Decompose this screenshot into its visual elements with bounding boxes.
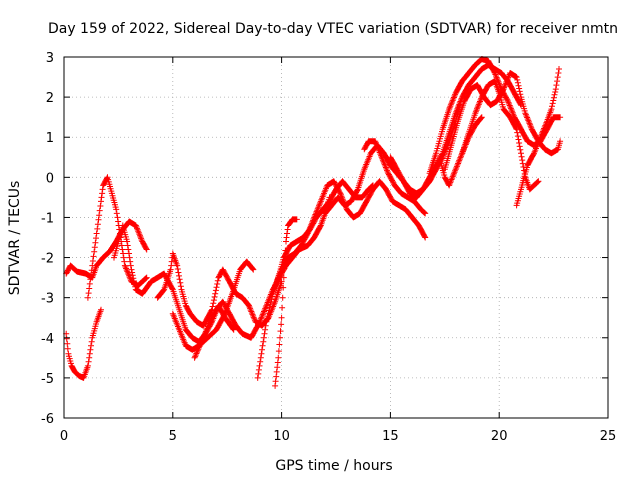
chart-title: Day 159 of 2022, Sidereal Day-to-day VTE… [48, 21, 618, 37]
y-tick-label: 2 [46, 91, 54, 106]
x-tick-label: 20 [491, 429, 508, 444]
plus-markers [63, 218, 150, 281]
grid-lines [64, 57, 608, 418]
plus-markers [361, 138, 429, 217]
plus-markers [272, 178, 429, 289]
y-tick-label: 0 [46, 171, 54, 186]
series-track-1 [63, 306, 104, 381]
x-axis-label: GPS time / hours [275, 458, 392, 474]
x-axis-ticks: 0 5 10 15 20 25 [60, 57, 616, 444]
series-track-2 [63, 218, 150, 281]
y-tick-label: -2 [41, 252, 54, 267]
y-tick-label: -5 [41, 372, 54, 387]
y-tick-label: 1 [46, 131, 54, 146]
plus-markers [513, 66, 562, 209]
x-tick-label: 5 [169, 429, 177, 444]
y-tick-label: -4 [41, 332, 54, 347]
plus-markers [437, 114, 485, 189]
y-tick-label: -3 [41, 292, 54, 307]
y-axis-ticks: -6 -5 -4 -3 -2 -1 0 1 2 3 [41, 51, 608, 427]
series-track-18 [437, 114, 485, 189]
y-tick-label: -6 [41, 412, 54, 427]
plot-frame [63, 56, 609, 419]
y-tick-label: -1 [41, 211, 54, 226]
x-tick-label: 10 [273, 429, 290, 444]
series-track-12 [361, 138, 429, 217]
y-tick-label: 3 [46, 51, 54, 66]
data-points [63, 56, 564, 389]
x-tick-label: 15 [382, 429, 399, 444]
x-tick-label: 0 [60, 429, 68, 444]
series-track-17 [513, 66, 562, 209]
x-tick-label: 25 [600, 429, 617, 444]
plus-markers [63, 306, 104, 381]
series-track-10 [272, 178, 429, 289]
y-axis-label: SDTVAR / TECUs [7, 181, 23, 296]
